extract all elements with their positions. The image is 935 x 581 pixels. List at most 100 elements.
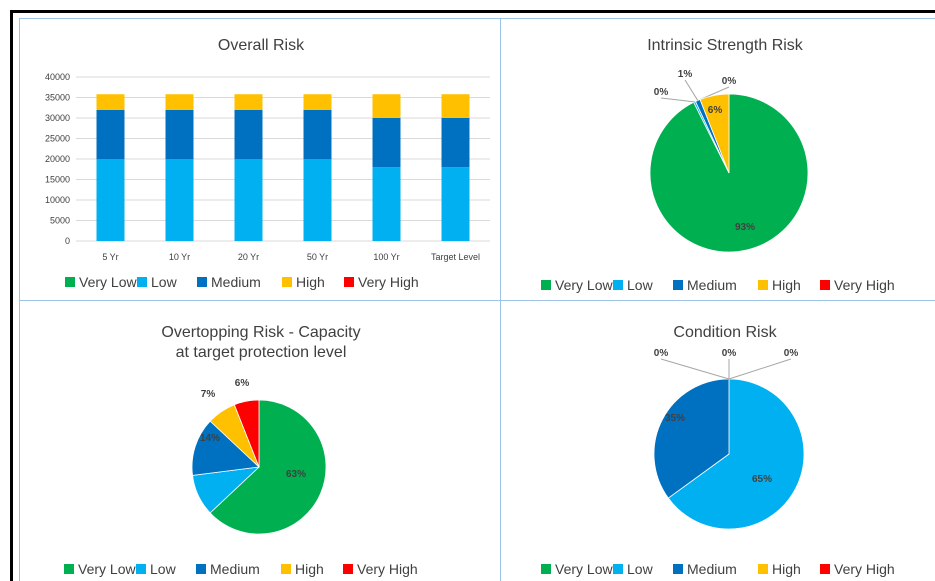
bar-segment [303, 109, 332, 159]
data-label: 65% [752, 474, 772, 485]
legend-label: Medium [210, 561, 260, 577]
overtopping-risk-panel: Overtopping Risk - Capacity at target pro… [19, 300, 501, 581]
y-tick-label: 25000 [45, 134, 70, 144]
bar-segment [303, 159, 332, 241]
legend-label: Very High [357, 561, 418, 577]
legend-label: High [772, 561, 801, 577]
bar-segment [96, 159, 125, 241]
bar-segment [165, 159, 194, 241]
condition-risk-chart: Condition Risk 65% 35% 0% 0% 0% Very Low Low Med… [541, 324, 895, 577]
pie-slice [191, 420, 260, 476]
chart-title: Intrinsic Strength Risk [647, 37, 804, 54]
bar-segment [303, 94, 332, 110]
bar-segment [441, 118, 470, 168]
bar-segment [234, 94, 263, 110]
bar-segment [372, 118, 401, 168]
bar-segment [441, 167, 470, 241]
pie-slice [653, 378, 730, 499]
data-label: 6% [708, 105, 723, 116]
y-tick-label: 40000 [45, 72, 70, 82]
legend-swatch [758, 280, 768, 290]
bar-segment [234, 109, 263, 159]
data-label: 0% [654, 348, 669, 359]
legend-label: Low [151, 274, 178, 290]
legend-label: High [295, 561, 324, 577]
bar-segment [165, 109, 194, 159]
legend-label: High [772, 277, 801, 293]
data-label: 0% [654, 87, 669, 98]
legend-swatch [343, 564, 353, 574]
legend-swatch [64, 564, 74, 574]
legend-swatch [613, 564, 623, 574]
bar-segment [441, 94, 470, 118]
legend-label: Very Low [555, 277, 613, 293]
y-tick-label: 0 [65, 236, 70, 246]
y-tick-label: 20000 [45, 154, 70, 164]
legend-label: Low [627, 277, 654, 293]
legend-label: Very Low [78, 561, 136, 577]
legend-swatch [758, 564, 768, 574]
legend-swatch [820, 280, 830, 290]
y-tick-label: 15000 [45, 175, 70, 185]
data-label: 0% [722, 348, 737, 359]
bar-segment [372, 167, 401, 241]
y-tick-label: 30000 [45, 113, 70, 123]
pie-slice [233, 399, 260, 468]
x-tick-label: 5 Yr [102, 252, 118, 262]
legend-swatch [820, 564, 830, 574]
chart-title: Condition Risk [673, 324, 777, 341]
bar-segment [96, 94, 125, 110]
data-label: 6% [235, 378, 250, 389]
x-tick-label: 20 Yr [238, 252, 259, 262]
legend-swatch [541, 564, 551, 574]
y-tick-label: 10000 [45, 195, 70, 205]
legend-swatch [613, 280, 623, 290]
legend-swatch [541, 280, 551, 290]
data-label: 63% [286, 469, 306, 480]
intrinsic-strength-risk-chart: Intrinsic Strength Risk 93% 0% 0% 1% 6% Very L… [541, 37, 895, 293]
legend-label: Very High [834, 561, 895, 577]
bar-segment [165, 94, 194, 110]
overtopping-risk-chart: Overtopping Risk - Capacity at target pro… [64, 324, 418, 577]
leader-line [660, 97, 695, 103]
chart-title: at target protection level [176, 344, 347, 361]
legend-swatch [281, 564, 291, 574]
data-label: 93% [735, 222, 755, 233]
chart-title: Overtopping Risk - Capacity [161, 324, 360, 341]
condition-risk-panel: Condition Risk 65% 35% 0% 0% 0% Very Low Low Med… [500, 300, 935, 581]
y-tick-label: 35000 [45, 93, 70, 103]
legend-swatch [197, 277, 207, 287]
x-tick-label: 50 Yr [307, 252, 328, 262]
legend-swatch [673, 564, 683, 574]
x-tick-label: 10 Yr [169, 252, 190, 262]
data-label: 35% [665, 413, 685, 424]
data-label: 0% [722, 76, 737, 87]
legend-swatch [282, 277, 292, 287]
legend-label: Very Low [79, 274, 137, 290]
data-label: 0% [784, 348, 799, 359]
pie-slice [209, 399, 327, 535]
intrinsic-strength-risk-panel: Intrinsic Strength Risk 93% 0% 0% 1% 6% Very L… [500, 18, 935, 301]
legend-swatch [673, 280, 683, 290]
x-tick-label: 100 Yr [373, 252, 399, 262]
chart-dashboard: Overall Risk 0 5000 10000 15000 20000 25000 300… [10, 10, 935, 581]
legend-swatch [344, 277, 354, 287]
bar-segment [234, 159, 263, 241]
legend-label: High [296, 274, 325, 290]
data-label: 7% [201, 389, 216, 400]
legend-swatch [196, 564, 206, 574]
chart-title: Overall Risk [218, 37, 305, 54]
data-label: 1% [678, 69, 693, 80]
pie-slice [699, 93, 730, 174]
legend-label: Very High [358, 274, 419, 290]
legend-label: Low [627, 561, 654, 577]
leader-line [684, 79, 699, 101]
overall-risk-panel: Overall Risk 0 5000 10000 15000 20000 25000 300… [19, 18, 501, 301]
legend-label: Very Low [555, 561, 613, 577]
x-tick-label: Target Level [431, 252, 480, 262]
legend-label: Medium [687, 277, 737, 293]
y-tick-label: 5000 [50, 216, 70, 226]
legend-label: Very High [834, 277, 895, 293]
legend-swatch [65, 277, 75, 287]
leader-line [660, 358, 730, 380]
